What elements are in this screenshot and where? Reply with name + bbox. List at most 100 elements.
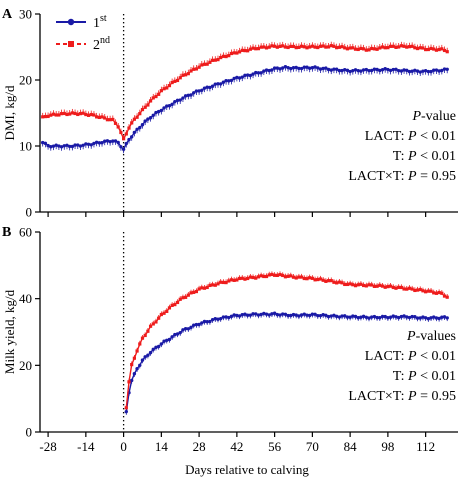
data-point	[345, 315, 350, 319]
data-point	[151, 113, 155, 117]
data-point	[76, 143, 80, 147]
y-tick-label: 40	[19, 291, 32, 306]
data-point	[151, 322, 155, 326]
data-point	[194, 289, 199, 294]
data-point	[159, 312, 163, 317]
data-point	[432, 68, 436, 72]
data-point	[275, 45, 279, 49]
data-point	[302, 45, 306, 49]
data-point	[157, 316, 161, 320]
data-point	[200, 88, 204, 92]
data-point	[154, 110, 158, 115]
data-point	[283, 312, 288, 316]
data-point	[337, 45, 341, 49]
stats-title-italic: P	[406, 329, 416, 344]
series-line	[125, 273, 448, 408]
data-point	[345, 282, 350, 287]
data-point	[440, 315, 444, 319]
data-point	[254, 276, 258, 280]
data-point	[326, 45, 331, 49]
data-point	[334, 314, 339, 319]
data-point	[181, 296, 185, 300]
data-point	[167, 306, 172, 310]
data-point	[418, 70, 422, 74]
data-point	[173, 332, 177, 337]
data-point	[397, 285, 401, 289]
data-point	[359, 46, 363, 51]
data-point	[272, 311, 277, 315]
data-point	[264, 68, 269, 72]
data-point	[348, 282, 352, 286]
data-point	[297, 314, 301, 318]
data-point	[370, 68, 374, 73]
data-point	[259, 274, 263, 278]
data-point	[326, 314, 331, 319]
data-point	[391, 67, 395, 72]
data-point	[375, 47, 379, 51]
data-point	[291, 44, 296, 49]
data-point	[405, 287, 409, 291]
data-point	[192, 323, 196, 327]
data-point	[445, 67, 449, 71]
data-point	[372, 284, 376, 288]
data-point	[275, 273, 279, 278]
data-point	[192, 290, 196, 294]
data-point	[294, 313, 298, 317]
data-point	[370, 46, 374, 51]
stats-title: P-value	[411, 109, 456, 124]
data-point	[178, 98, 182, 102]
data-point	[318, 277, 323, 281]
data-point	[278, 313, 282, 317]
data-point	[121, 147, 126, 151]
data-point	[440, 68, 444, 73]
data-point	[294, 276, 298, 280]
data-point	[175, 300, 180, 305]
data-point	[202, 286, 207, 290]
stats-line: LACT: P < 0.01	[365, 129, 456, 144]
data-point	[380, 68, 385, 72]
data-point	[380, 284, 385, 288]
data-point	[329, 44, 333, 48]
data-point	[162, 106, 166, 110]
data-point	[200, 321, 204, 325]
data-point	[429, 316, 433, 320]
data-point	[57, 113, 61, 117]
data-point	[278, 272, 282, 277]
data-point	[445, 316, 449, 320]
data-point	[340, 314, 344, 318]
stats-value: < 0.01	[417, 369, 456, 384]
data-point	[407, 69, 412, 74]
data-point	[97, 141, 102, 145]
data-point	[297, 66, 301, 71]
data-point	[421, 315, 425, 319]
data-point	[108, 139, 112, 144]
data-point	[332, 313, 336, 317]
data-point	[132, 372, 137, 376]
data-point	[343, 314, 347, 318]
data-point	[275, 66, 280, 70]
data-point	[143, 119, 147, 123]
data-point	[305, 277, 309, 281]
stats-term: LACT:	[365, 129, 408, 144]
x-tick-label: 28	[193, 439, 206, 454]
data-point	[41, 115, 45, 119]
data-point	[148, 350, 153, 355]
data-point	[165, 309, 169, 313]
data-point	[189, 93, 193, 97]
data-point	[197, 322, 201, 327]
stats-line: T: P < 0.01	[393, 369, 456, 384]
data-point	[202, 86, 207, 90]
data-point	[248, 73, 253, 78]
data-point	[51, 144, 56, 148]
data-point	[135, 349, 139, 353]
data-point	[232, 51, 236, 55]
data-point	[310, 312, 315, 316]
data-point	[316, 313, 320, 318]
data-point	[396, 68, 401, 73]
data-point	[316, 45, 320, 50]
data-point	[124, 406, 128, 410]
y-tick-label: 60	[19, 225, 32, 240]
data-point	[297, 45, 301, 49]
data-point	[286, 313, 290, 318]
data-point	[227, 54, 231, 58]
